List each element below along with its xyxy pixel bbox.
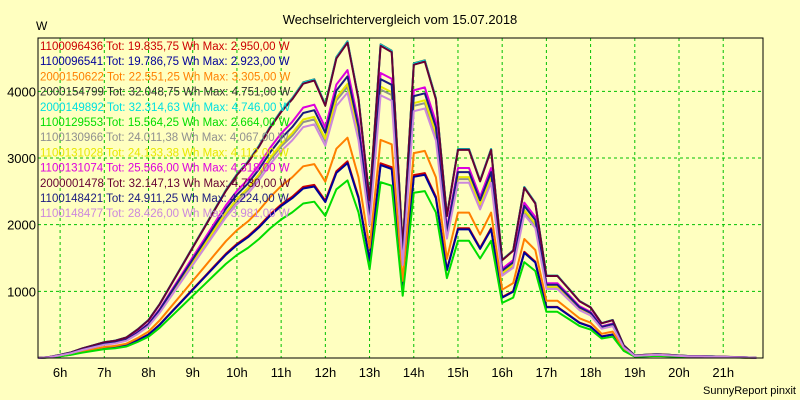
legend-entry-1100096436: 1100096436 Tot: 19.835,75 Wh Max: 2.950,… bbox=[40, 41, 290, 53]
legend-entry-1100148477: 1100148477 Tot: 28.426,00 Wh Max: 3.981,… bbox=[40, 208, 290, 220]
legend-entry-2000001478: 2000001478 Tot: 32.147,13 Wh Max: 4.730,… bbox=[40, 178, 291, 190]
x-tick-label: 11h bbox=[271, 365, 292, 380]
x-tick-label: 15h bbox=[447, 365, 469, 380]
x-tick-label: 18h bbox=[580, 365, 602, 380]
y-axis-unit: W bbox=[36, 19, 48, 33]
x-tick-label: 17h bbox=[536, 365, 558, 380]
legend-entry-1100096541: 1100096541 Tot: 19.786,75 Wh Max: 2.923,… bbox=[40, 56, 290, 68]
legend-entry-2000154799: 2000154799 Tot: 32.048,75 Wh Max: 4.751,… bbox=[40, 87, 291, 99]
legend-entry-1100131074: 1100131074 Tot: 25.566,00 Wh Max: 4.318,… bbox=[40, 163, 290, 175]
chart-title: Wechselrichtervergleich vom 15.07.2018 bbox=[283, 12, 518, 27]
y-tick-label: 4000 bbox=[7, 84, 36, 99]
legend-entry-1100129553: 1100129553 Tot: 15.564,25 Wh Max: 2.664,… bbox=[40, 117, 290, 129]
footer-credit: SunnyReport pinxit bbox=[703, 385, 796, 397]
x-tick-label: 10h bbox=[226, 365, 248, 380]
plot-frame bbox=[37, 37, 764, 359]
x-tick-label: 7h bbox=[97, 365, 111, 380]
x-tick-label: 6h bbox=[53, 365, 67, 380]
x-tick-label: 12h bbox=[314, 365, 336, 380]
legend-entry-2000150622: 2000150622 Tot: 22.551,25 Wh Max: 3.305,… bbox=[40, 71, 291, 83]
legend-entry-1100131028: 1100131028 Tot: 24.133,38 Wh Max: 4.112,… bbox=[40, 147, 289, 159]
x-tick-label: 21h bbox=[712, 365, 734, 380]
y-tick-label: 1000 bbox=[7, 284, 36, 299]
x-tick-label: 19h bbox=[624, 365, 646, 380]
series-line-1100148477 bbox=[37, 91, 757, 359]
x-tick-label: 14h bbox=[403, 365, 425, 380]
y-tick-label: 2000 bbox=[7, 218, 36, 233]
legend-entry-2000149892: 2000149892 Tot: 32.314,63 Wh Max: 4.746,… bbox=[40, 102, 291, 114]
legend-entry-1100148421: 1100148421 Tot: 24.911,25 Wh Max: 4.224,… bbox=[40, 193, 289, 205]
y-tick-label: 3000 bbox=[7, 151, 36, 166]
x-tick-label: 20h bbox=[668, 365, 690, 380]
x-tick-label: 13h bbox=[359, 365, 381, 380]
x-tick-label: 9h bbox=[185, 365, 199, 380]
legend-entry-1100130966: 1100130966 Tot: 24.011,38 Wh Max: 4.067,… bbox=[40, 132, 289, 144]
x-tick-label: 8h bbox=[141, 365, 155, 380]
x-tick-label: 16h bbox=[491, 365, 513, 380]
